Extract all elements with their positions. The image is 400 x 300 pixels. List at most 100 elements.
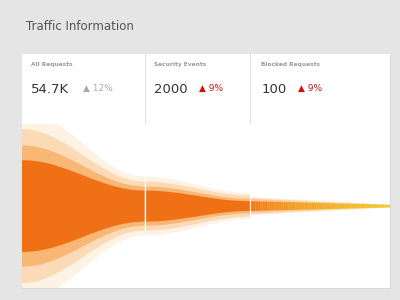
- Polygon shape: [278, 202, 280, 210]
- Polygon shape: [290, 202, 292, 210]
- Polygon shape: [311, 203, 313, 209]
- Polygon shape: [386, 205, 388, 208]
- Polygon shape: [297, 201, 299, 212]
- Polygon shape: [325, 202, 327, 210]
- Polygon shape: [318, 201, 320, 212]
- Polygon shape: [259, 201, 261, 211]
- Polygon shape: [310, 201, 311, 211]
- Polygon shape: [357, 203, 358, 209]
- Polygon shape: [271, 200, 273, 213]
- Polygon shape: [299, 202, 301, 210]
- Polygon shape: [276, 202, 278, 210]
- Polygon shape: [322, 203, 324, 209]
- Polygon shape: [285, 200, 287, 212]
- Polygon shape: [273, 198, 275, 214]
- Polygon shape: [380, 204, 381, 208]
- Text: ▲ 9%: ▲ 9%: [298, 83, 322, 92]
- Polygon shape: [301, 200, 302, 212]
- Polygon shape: [372, 204, 374, 208]
- Polygon shape: [381, 204, 383, 208]
- Polygon shape: [318, 203, 320, 209]
- Polygon shape: [324, 202, 325, 210]
- Polygon shape: [322, 202, 324, 210]
- Polygon shape: [254, 201, 256, 211]
- Polygon shape: [315, 201, 316, 212]
- Polygon shape: [306, 201, 308, 211]
- Polygon shape: [364, 204, 366, 208]
- Polygon shape: [367, 204, 369, 208]
- Polygon shape: [299, 201, 301, 211]
- Polygon shape: [366, 203, 367, 209]
- Polygon shape: [297, 200, 299, 212]
- Polygon shape: [254, 197, 256, 215]
- Polygon shape: [332, 202, 334, 211]
- Polygon shape: [339, 203, 341, 209]
- Text: Blocked Requests: Blocked Requests: [261, 62, 320, 68]
- Polygon shape: [320, 201, 322, 211]
- Polygon shape: [313, 201, 315, 212]
- Polygon shape: [304, 201, 306, 211]
- Polygon shape: [252, 197, 254, 215]
- Polygon shape: [296, 200, 297, 213]
- Polygon shape: [318, 202, 320, 211]
- Polygon shape: [334, 202, 336, 210]
- Polygon shape: [352, 204, 353, 208]
- Polygon shape: [362, 204, 364, 208]
- Text: ▲ 12%: ▲ 12%: [83, 83, 112, 92]
- Polygon shape: [301, 201, 302, 211]
- Polygon shape: [282, 202, 283, 210]
- Polygon shape: [376, 204, 378, 208]
- Text: Security Events: Security Events: [154, 62, 207, 68]
- Polygon shape: [378, 204, 380, 208]
- Polygon shape: [292, 202, 294, 210]
- Polygon shape: [262, 198, 264, 214]
- Polygon shape: [346, 202, 348, 210]
- Text: 54.7K: 54.7K: [31, 83, 69, 97]
- Polygon shape: [257, 199, 259, 213]
- Polygon shape: [334, 203, 336, 209]
- Polygon shape: [252, 199, 254, 213]
- Polygon shape: [292, 200, 294, 213]
- Polygon shape: [283, 202, 285, 210]
- Polygon shape: [315, 202, 316, 211]
- Polygon shape: [289, 199, 290, 213]
- Polygon shape: [388, 205, 390, 208]
- Polygon shape: [338, 202, 339, 210]
- Polygon shape: [144, 190, 250, 222]
- Polygon shape: [22, 111, 144, 300]
- Polygon shape: [378, 205, 380, 208]
- Polygon shape: [369, 204, 371, 208]
- Polygon shape: [266, 198, 268, 214]
- Polygon shape: [280, 202, 282, 210]
- Polygon shape: [364, 203, 366, 209]
- Polygon shape: [289, 200, 290, 212]
- Polygon shape: [289, 202, 290, 210]
- Polygon shape: [372, 204, 374, 208]
- Polygon shape: [336, 202, 338, 210]
- Polygon shape: [306, 200, 308, 212]
- Polygon shape: [254, 199, 256, 213]
- Polygon shape: [362, 204, 364, 208]
- Polygon shape: [308, 200, 310, 212]
- Polygon shape: [311, 201, 313, 211]
- Polygon shape: [383, 204, 385, 208]
- Polygon shape: [144, 186, 250, 226]
- Polygon shape: [287, 202, 289, 210]
- Polygon shape: [316, 203, 318, 209]
- Polygon shape: [383, 205, 385, 208]
- Polygon shape: [385, 205, 386, 208]
- Text: 2000: 2000: [154, 83, 188, 97]
- Polygon shape: [285, 202, 287, 210]
- Polygon shape: [301, 202, 302, 210]
- Polygon shape: [273, 200, 275, 212]
- Polygon shape: [350, 202, 352, 210]
- Polygon shape: [362, 203, 364, 209]
- Polygon shape: [313, 202, 315, 211]
- Polygon shape: [316, 201, 318, 212]
- Polygon shape: [364, 204, 366, 208]
- Polygon shape: [353, 203, 355, 209]
- Polygon shape: [378, 204, 380, 208]
- Polygon shape: [290, 200, 292, 212]
- Polygon shape: [360, 204, 362, 208]
- Polygon shape: [308, 201, 310, 211]
